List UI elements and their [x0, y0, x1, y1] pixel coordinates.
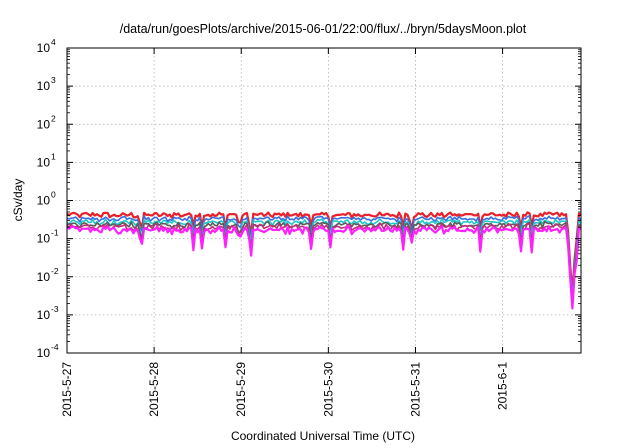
y-tick-exponent: -3 — [51, 304, 59, 314]
y-tick-label: 10 — [37, 346, 51, 360]
y-tick-exponent: 3 — [51, 75, 56, 85]
y-tick-exponent: 0 — [51, 190, 56, 200]
y-tick-exponent: -4 — [51, 342, 59, 352]
y-tick-exponent: 2 — [51, 113, 56, 123]
y-tick-label: 10 — [37, 41, 51, 55]
x-tick-label: 2015-6-1 — [496, 362, 510, 410]
y-tick-label: 10 — [37, 117, 51, 131]
series-line — [66, 215, 582, 297]
y-tick-exponent: 4 — [51, 37, 56, 47]
series-line — [66, 220, 582, 303]
series-line — [66, 225, 582, 310]
y-tick-label: 10 — [37, 194, 51, 208]
y-tick-exponent: 1 — [51, 151, 56, 161]
y-tick-label: 10 — [37, 79, 51, 93]
x-axis-label: Coordinated Universal Time (UTC) — [231, 429, 415, 443]
y-tick-exponent: -2 — [51, 266, 59, 276]
x-tick-label: 2015-5-30 — [321, 362, 335, 417]
x-tick-label: 2015-5-27 — [60, 362, 74, 417]
y-tick-label: 10 — [37, 155, 51, 169]
y-axis-label: cSv/day — [11, 179, 25, 222]
x-tick-label: 2015-5-28 — [147, 362, 161, 417]
y-tick-label: 10 — [37, 232, 51, 246]
series-group — [66, 211, 582, 310]
grid — [67, 47, 581, 354]
series-line — [66, 211, 582, 294]
y-tick-label: 10 — [37, 308, 51, 322]
y-tick-label: 10 — [37, 270, 51, 284]
x-tick-label: 2015-5-31 — [408, 362, 422, 417]
x-tick-label: 2015-5-29 — [234, 362, 248, 417]
y-tick-exponent: -1 — [51, 228, 59, 238]
chart-title: /data/run/goesPlots/archive/2015-06-01/2… — [120, 22, 527, 36]
x-axis: 2015-5-27 2015-5-28 2015-5-29 2015-5-30 2015… — [60, 48, 510, 417]
